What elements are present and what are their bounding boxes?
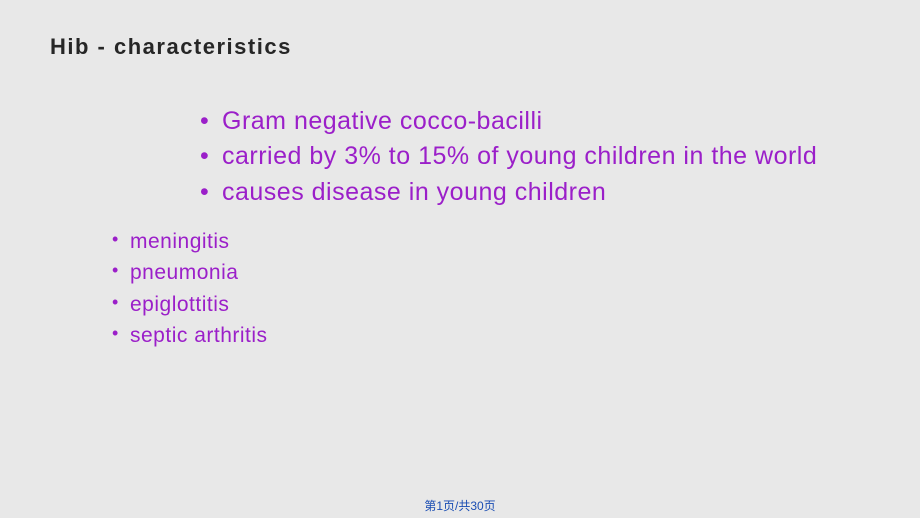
sub-bullet-list: meningitis pneumonia epiglottitis septic… (112, 226, 870, 352)
slide-title: Hib - characteristics (50, 34, 870, 60)
sub-bullet-item: meningitis (112, 226, 870, 258)
main-bullet-item: causes disease in young children (200, 177, 870, 208)
main-bullet-list: Gram negative cocco-bacilli carried by 3… (200, 106, 870, 208)
sub-bullet-item: epiglottitis (112, 289, 870, 321)
main-bullet-item: carried by 3% to 15% of young children i… (200, 141, 870, 172)
main-bullet-item: Gram negative cocco-bacilli (200, 106, 870, 137)
slide-container: Hib - characteristics Gram negative cocc… (0, 0, 920, 518)
sub-bullet-item: septic arthritis (112, 320, 870, 352)
page-footer: 第1页/共30页 (0, 497, 920, 514)
sub-bullet-item: pneumonia (112, 257, 870, 289)
